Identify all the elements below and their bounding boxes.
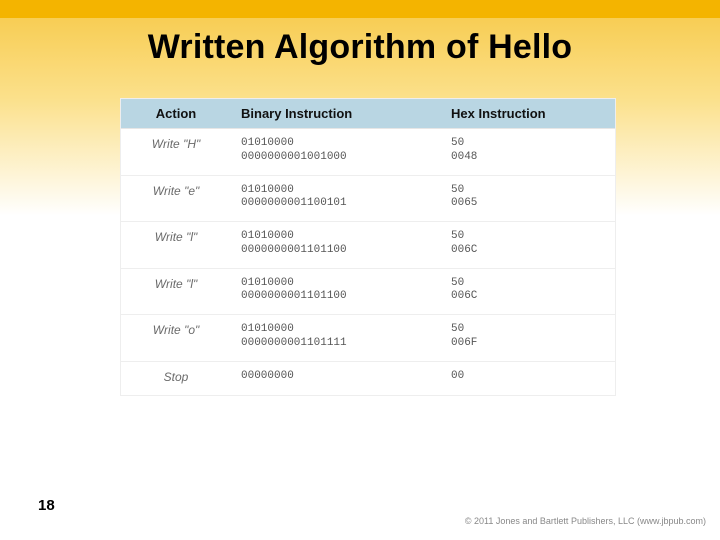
slide-title: Written Algorithm of Hello bbox=[0, 28, 720, 67]
binary-line1: 01010000 bbox=[241, 323, 294, 335]
cell-binary: 01010000 0000000001101100 bbox=[231, 268, 441, 315]
hex-line1: 50 bbox=[451, 277, 464, 289]
hex-line2: 0065 bbox=[451, 197, 477, 209]
slide: Written Algorithm of Hello Action Binary… bbox=[0, 0, 720, 540]
col-header-action: Action bbox=[121, 99, 231, 129]
binary-line2: 0000000001101111 bbox=[241, 337, 347, 349]
col-header-hex: Hex Instruction bbox=[441, 99, 615, 129]
cell-binary: 01010000 0000000001101111 bbox=[231, 315, 441, 362]
cell-action: Write "l" bbox=[121, 222, 231, 269]
binary-line2: 0000000001100101 bbox=[241, 197, 347, 209]
binary-line1: 00000000 bbox=[241, 370, 294, 382]
cell-hex: 50 006F bbox=[441, 315, 615, 362]
col-header-binary: Binary Instruction bbox=[231, 99, 441, 129]
algorithm-table: Action Binary Instruction Hex Instructio… bbox=[120, 98, 616, 396]
cell-binary: 00000000 bbox=[231, 361, 441, 395]
hex-line1: 50 bbox=[451, 137, 464, 149]
cell-hex: 50 006C bbox=[441, 268, 615, 315]
table: Action Binary Instruction Hex Instructio… bbox=[121, 99, 615, 395]
cell-binary: 01010000 0000000001001000 bbox=[231, 129, 441, 176]
copyright-text: © 2011 Jones and Bartlett Publishers, LL… bbox=[465, 516, 706, 526]
cell-action: Stop bbox=[121, 361, 231, 395]
binary-line2: 0000000001001000 bbox=[241, 151, 347, 163]
table-row: Write "e" 01010000 0000000001100101 50 0… bbox=[121, 175, 615, 222]
table-header: Action Binary Instruction Hex Instructio… bbox=[121, 99, 615, 129]
hex-line1: 50 bbox=[451, 230, 464, 242]
cell-binary: 01010000 0000000001100101 bbox=[231, 175, 441, 222]
binary-line1: 01010000 bbox=[241, 137, 294, 149]
cell-action: Write "e" bbox=[121, 175, 231, 222]
cell-hex: 50 006C bbox=[441, 222, 615, 269]
hex-line2: 006F bbox=[451, 337, 477, 349]
binary-line2: 0000000001101100 bbox=[241, 290, 347, 302]
binary-line1: 01010000 bbox=[241, 230, 294, 242]
table-row: Write "o" 01010000 0000000001101111 50 0… bbox=[121, 315, 615, 362]
page-number: 18 bbox=[38, 497, 55, 514]
hex-line1: 00 bbox=[451, 370, 464, 382]
binary-line1: 01010000 bbox=[241, 184, 294, 196]
cell-hex: 50 0065 bbox=[441, 175, 615, 222]
table-row: Write "l" 01010000 0000000001101100 50 0… bbox=[121, 268, 615, 315]
hex-line1: 50 bbox=[451, 323, 464, 335]
cell-hex: 50 0048 bbox=[441, 129, 615, 176]
hex-line2: 0048 bbox=[451, 151, 477, 163]
cell-hex: 00 bbox=[441, 361, 615, 395]
hex-line2: 006C bbox=[451, 244, 477, 256]
binary-line2: 0000000001101100 bbox=[241, 244, 347, 256]
cell-action: Write "o" bbox=[121, 315, 231, 362]
cell-binary: 01010000 0000000001101100 bbox=[231, 222, 441, 269]
table-body: Write "H" 01010000 0000000001001000 50 0… bbox=[121, 129, 615, 395]
hex-line1: 50 bbox=[451, 184, 464, 196]
hex-line2: 006C bbox=[451, 290, 477, 302]
table-row: Stop 00000000 00 bbox=[121, 361, 615, 395]
table-row: Write "l" 01010000 0000000001101100 50 0… bbox=[121, 222, 615, 269]
cell-action: Write "l" bbox=[121, 268, 231, 315]
cell-action: Write "H" bbox=[121, 129, 231, 176]
table-row: Write "H" 01010000 0000000001001000 50 0… bbox=[121, 129, 615, 176]
top-accent-bar bbox=[0, 0, 720, 18]
binary-line1: 01010000 bbox=[241, 277, 294, 289]
